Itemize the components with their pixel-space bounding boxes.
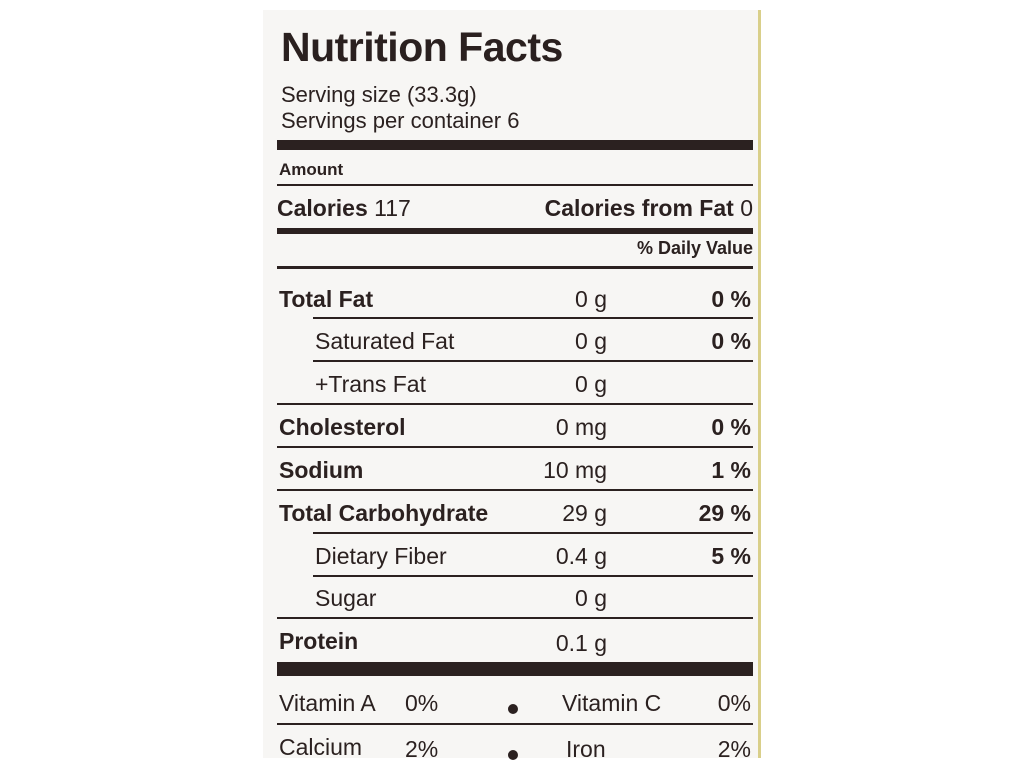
nutrient-amount: 0 g [575, 371, 607, 397]
divider [313, 317, 753, 319]
bullet-dot-icon [508, 704, 518, 714]
nutrient-name: Dietary Fiber [315, 543, 447, 569]
nutrient-daily-value: 0 % [711, 286, 751, 312]
divider [313, 360, 753, 362]
nutrient-amount: 0.1 g [555, 630, 607, 656]
serving-size: Serving size (33.3g) [281, 82, 477, 107]
medium-divider [277, 228, 753, 234]
nutrient-amount: 0 g [575, 286, 607, 312]
nutrient-amount: 0.4 g [555, 543, 607, 569]
vitamin-name: Vitamin A [279, 690, 376, 716]
calories-from-fat-value: 0 [740, 195, 753, 221]
nutrient-name: Sugar [315, 585, 377, 611]
vitamin-value: 0% [405, 690, 439, 716]
divider [277, 446, 753, 448]
calories-from-fat-label: Calories from Fat [544, 195, 734, 221]
divider [277, 266, 753, 269]
nutrient-name: Total Carbohydrate [279, 500, 489, 526]
nutrient-daily-value: 0 % [711, 328, 751, 354]
vitamin-name: Calcium [279, 734, 363, 760]
nutrient-amount: 0 mg [555, 414, 607, 440]
vitamin-value: 0% [717, 690, 751, 716]
nutrient-daily-value: 0 % [711, 414, 751, 440]
vitamin-name: Vitamin C [562, 690, 662, 716]
nutrient-amount: 0 g [575, 585, 607, 611]
calories-label: Calories [277, 195, 368, 221]
nutrient-name: Saturated Fat [315, 328, 455, 354]
nutrient-daily-value: 5 % [711, 543, 751, 569]
divider [277, 723, 753, 725]
calories-line: Calories 117 [277, 195, 411, 222]
vitamin-name: Iron [566, 736, 606, 762]
amount-header: Amount [279, 160, 344, 179]
divider [277, 184, 753, 186]
divider [277, 403, 753, 405]
vitamin-value: 2% [405, 736, 439, 762]
nutrient-amount: 29 g [562, 500, 607, 526]
vitamin-value: 2% [717, 736, 751, 762]
calories-from-fat-line: Calories from Fat 0 [545, 195, 753, 222]
nutrient-name: Total Fat [279, 286, 374, 312]
daily-value-header: % Daily Value [636, 238, 753, 258]
calories-value: 117 [374, 195, 411, 221]
nutrient-daily-value: 1 % [711, 457, 751, 483]
divider [277, 617, 753, 619]
servings-per-container: Servings per container 6 [281, 108, 520, 133]
nutrient-name: Protein [279, 628, 359, 654]
nutrition-label-body: Nutrition Facts Serving size (33.3g) Ser… [277, 10, 753, 762]
divider [313, 575, 753, 577]
nutrient-name: Sodium [279, 457, 364, 483]
nutrition-label: Nutrition Facts Serving size (33.3g) Ser… [263, 10, 761, 762]
divider [313, 532, 753, 534]
label-title: Nutrition Facts [281, 24, 563, 70]
divider [277, 489, 753, 491]
nutrient-name: +Trans Fat [315, 371, 426, 397]
nutrient-daily-value: 29 % [698, 500, 751, 526]
thick-divider [277, 140, 753, 150]
thick-divider [277, 662, 753, 676]
nutrient-amount: 10 mg [543, 457, 607, 483]
nutrient-amount: 0 g [575, 328, 607, 354]
nutrient-name: Cholesterol [279, 414, 406, 440]
bullet-dot-icon [508, 750, 518, 760]
